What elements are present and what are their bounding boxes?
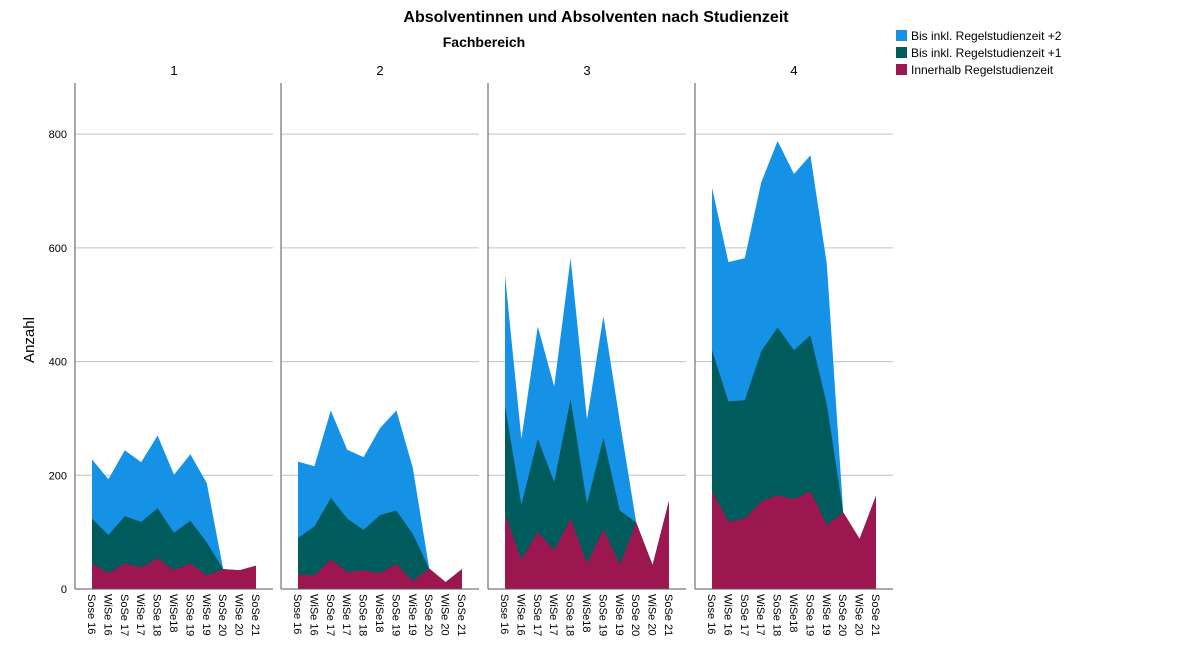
panel-4	[712, 140, 876, 589]
x-tick-label: SoSe 17	[531, 594, 543, 636]
x-tick-label: SoSe 19	[389, 594, 401, 636]
area-innerhalb-regelstudienzeit	[92, 558, 256, 589]
x-tick-label: SoSe 19	[183, 594, 195, 636]
x-tick-label: WiSe 17	[754, 594, 766, 636]
axis-layer: 0 200 400 600 800 1 Sose 16 WiSe 16 SoSe 17 WiSe …	[49, 63, 893, 636]
chart-title: Absolventinnen und Absolventen nach Stud…	[403, 9, 789, 26]
x-tick-label: SoSe 18	[564, 594, 576, 636]
x-tick-label: WiSe 19	[613, 594, 625, 636]
x-tick-label: WiSe 20	[439, 594, 451, 636]
panel-label: 4	[790, 63, 797, 78]
x-tick-label: WiSe 20	[233, 594, 245, 636]
area-innerhalb-regelstudienzeit	[712, 491, 876, 589]
facet-title: Fachbereich	[443, 34, 525, 50]
x-tick-label: WiSe 17	[134, 594, 146, 636]
x-tick-label: WiSe 16	[721, 594, 733, 636]
x-tick-label: SoSe 17	[738, 594, 750, 636]
x-tick-label: WiSe 19	[200, 594, 212, 636]
legend-item: Bis inkl. Regelstudienzeit +2	[896, 29, 1062, 43]
y-tick-label: 600	[49, 243, 67, 255]
x-tick-label: SoSe 21	[249, 594, 261, 636]
x-tick-label: SoSe 17	[118, 594, 130, 636]
x-tick-label: WiSe 16	[307, 594, 319, 636]
x-tick-label: Sose 16	[85, 594, 97, 634]
y-tick-label: 200	[49, 470, 67, 482]
x-tick-label: WiSe 19	[820, 594, 832, 636]
x-tick-label: SoSe 19	[596, 594, 608, 636]
panel-label: 3	[583, 63, 590, 78]
y-axis-title: Anzahl	[21, 317, 38, 363]
grid-layer	[75, 133, 893, 476]
x-tick-label: SoSe 18	[151, 594, 163, 636]
x-tick-label: SoSe 21	[662, 594, 674, 636]
x-tick-label: SoSe 20	[422, 594, 434, 636]
legend: Bis inkl. Regelstudienzeit +2 Bis inkl. R…	[896, 29, 1062, 77]
legend-item: Innerhalb Regelstudienzeit	[896, 63, 1054, 77]
x-tick-label: WiSe 16	[514, 594, 526, 636]
x-tick-label: SoSe 17	[324, 594, 336, 636]
panel-1	[92, 435, 256, 589]
x-tick-label: SoSe 21	[869, 594, 881, 636]
x-tick-label: WiSe18	[787, 594, 799, 633]
x-tick-label: WiSe 19	[406, 594, 418, 636]
x-tick-label: SoSe 20	[629, 594, 641, 636]
y-tick-label: 800	[49, 129, 67, 141]
x-tick-label: Sose 16	[705, 594, 717, 634]
x-tick-label: SoSe 18	[771, 594, 783, 636]
x-tick-label: SoSe 20	[216, 594, 228, 636]
x-tick-label: Sose 16	[498, 594, 510, 634]
x-tick-label: WiSe 20	[853, 594, 865, 636]
panel-label: 2	[376, 63, 383, 78]
panels-layer	[92, 140, 876, 589]
legend-swatch	[896, 30, 907, 41]
panel-label: 1	[170, 63, 177, 78]
legend-label: Bis inkl. Regelstudienzeit +1	[911, 46, 1062, 60]
x-tick-label: SoSe 19	[803, 594, 815, 636]
panel-2	[298, 410, 462, 589]
legend-label: Innerhalb Regelstudienzeit	[911, 63, 1054, 77]
x-tick-label: WiSe 20	[646, 594, 658, 636]
y-tick-label: 400	[49, 357, 67, 369]
y-tick-label: 0	[61, 584, 67, 596]
x-tick-label: SoSe 21	[455, 594, 467, 636]
x-tick-label: SoSe 20	[836, 594, 848, 636]
x-tick-label: WiSe 17	[547, 594, 559, 636]
x-tick-label: WiSe 17	[340, 594, 352, 636]
x-tick-label: WiSe 16	[101, 594, 113, 636]
legend-swatch	[896, 64, 907, 75]
area-innerhalb-regelstudienzeit	[298, 559, 462, 589]
x-tick-label: Sose 16	[291, 594, 303, 634]
panel-3	[505, 258, 669, 589]
x-tick-label: SoSe 18	[357, 594, 369, 636]
area-innerhalb-regelstudienzeit	[505, 500, 669, 589]
legend-label: Bis inkl. Regelstudienzeit +2	[911, 29, 1062, 43]
legend-item: Bis inkl. Regelstudienzeit +1	[896, 46, 1062, 60]
x-tick-label: WiSe18	[580, 594, 592, 633]
x-tick-label: WiSe18	[167, 594, 179, 633]
x-tick-label: WiSe18	[373, 594, 385, 633]
legend-swatch	[896, 47, 907, 58]
